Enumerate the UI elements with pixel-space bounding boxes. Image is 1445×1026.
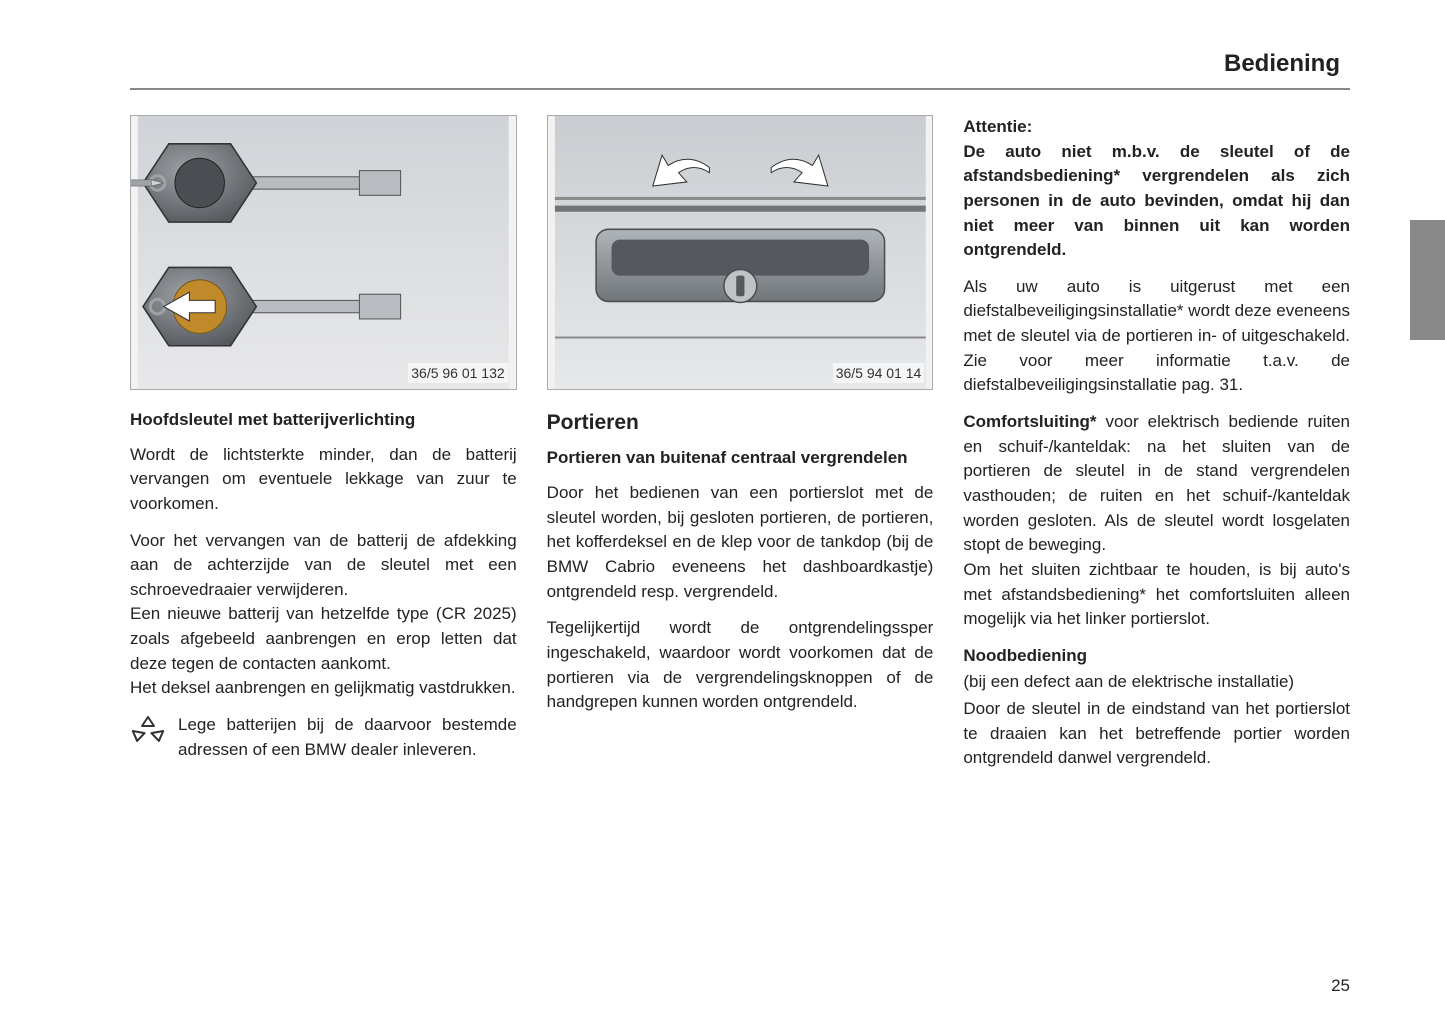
nood-body: Door de sleutel in de eindstand van het …	[963, 697, 1350, 771]
col2-p2: Tegelijkertijd wordt de ontgrendelingssp…	[547, 616, 934, 715]
column-1: + 36/5 96 01 132 Hoofdsleutel met batter…	[130, 115, 517, 783]
comfort-block: Comfortsluiting* voor elektrisch bediend…	[963, 410, 1350, 632]
key-battery-illustration: +	[131, 116, 516, 389]
header-rule	[130, 88, 1350, 90]
col1-p1: Wordt de lichtsterkte minder, dan de bat…	[130, 443, 517, 517]
nood-label: Noodbediening	[963, 644, 1350, 669]
nood-sub: (bij een defect aan de elektrische insta…	[963, 670, 1350, 695]
recycle-icon	[130, 713, 166, 757]
column-3: Attentie: De auto niet m.b.v. de sleutel…	[963, 115, 1350, 783]
attentie-body: De auto niet m.b.v. de sleutel of de afs…	[963, 142, 1350, 260]
figure2-caption: 36/5 94 01 14	[833, 363, 925, 383]
figure-door-handle: 36/5 94 01 14	[547, 115, 934, 390]
recycle-note: Lege batterijen bij de daarvoor bestemde…	[130, 713, 517, 762]
content-columns: + 36/5 96 01 132 Hoofdsleutel met batter…	[130, 115, 1350, 783]
column-2: 36/5 94 01 14 Portieren Portieren van bu…	[547, 115, 934, 783]
section-tab	[1410, 220, 1445, 340]
comfort-body: voor elektrisch bediende ruiten en schui…	[963, 412, 1350, 628]
col2-title: Portieren	[547, 408, 934, 438]
door-handle-illustration	[548, 116, 933, 389]
page-title: Bediening	[130, 40, 1350, 78]
attentie-label: Attentie:	[963, 117, 1032, 136]
figure1-caption: 36/5 96 01 132	[408, 363, 507, 383]
attentie-block: Attentie: De auto niet m.b.v. de sleutel…	[963, 115, 1350, 263]
page: Bediening	[0, 0, 1445, 1026]
col2-p1: Door het bedienen van een portierslot me…	[547, 481, 934, 604]
col3-p1: Als uw auto is uitgerust met een diefsta…	[963, 275, 1350, 398]
recycle-note-text: Lege batterijen bij de daarvoor bestemde…	[178, 713, 517, 762]
col2-heading: Portieren van buitenaf centraal vergrend…	[547, 446, 934, 471]
col1-p2: Voor het vervangen van de batterij de af…	[130, 529, 517, 701]
comfort-label: Comfortsluiting*	[963, 412, 1096, 431]
page-number: 25	[1331, 976, 1350, 996]
figure-key-battery: + 36/5 96 01 132	[130, 115, 517, 390]
col1-heading: Hoofdsleutel met batterijverlichting	[130, 408, 517, 433]
